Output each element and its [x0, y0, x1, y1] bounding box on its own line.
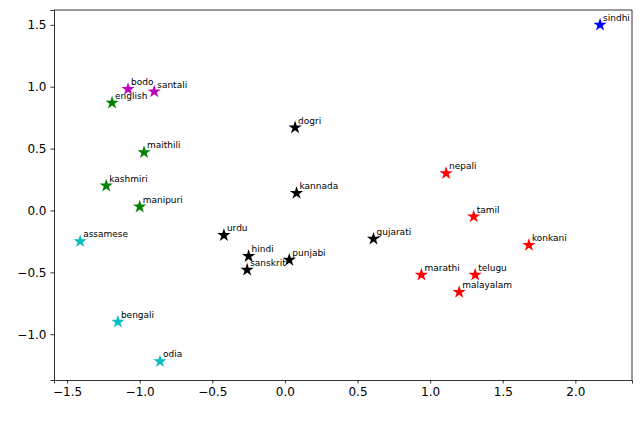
point-labels: bodosantali english maithili kashmiri manipu… — [83, 13, 630, 360]
point-label: english — [115, 91, 147, 101]
tick-label: 1.0 — [27, 80, 46, 94]
tick: 0.0 — [27, 204, 54, 218]
point-label: malayalam — [462, 280, 512, 290]
tick: −0.5 — [17, 266, 54, 280]
tick-label: −1.0 — [17, 328, 46, 342]
tick-label: −1.5 — [53, 385, 82, 399]
frame-right — [632, 10, 633, 380]
tick-label: 1.5 — [494, 385, 513, 399]
tick: 0.5 — [27, 142, 54, 156]
axis-line — [55, 381, 633, 384]
point-label: dogri — [298, 116, 321, 126]
tick: 1.0 — [27, 80, 54, 94]
tick-mark — [51, 87, 55, 88]
point-label: assamese — [83, 229, 128, 239]
tick-mark — [285, 380, 286, 384]
tick-label: 1.5 — [27, 18, 46, 32]
tick: −1.0 — [17, 328, 54, 342]
tick-label: 2.0 — [566, 385, 585, 399]
frame-top — [54, 10, 632, 11]
tick-label: 0.0 — [27, 204, 46, 218]
point-label: konkani — [532, 233, 567, 243]
tick-label: −0.5 — [198, 385, 227, 399]
point-label: maithili — [147, 140, 181, 150]
tick-mark — [51, 149, 55, 150]
point-label: sindhi — [603, 13, 630, 23]
tick-label: 1.0 — [421, 385, 440, 399]
tick-label: 0.5 — [348, 385, 367, 399]
tick-mark — [140, 380, 141, 384]
tick: 1.5 — [27, 18, 54, 32]
tick-label: −0.5 — [17, 266, 46, 280]
chart: −1.5 −1.0 −0.5 0.0 0.5 1.0 1.5 2.0 −1.0 −0.5 0.0 0.… — [0, 0, 640, 436]
tick: −1.0 — [126, 380, 155, 399]
point-label: kashmiri — [109, 174, 147, 184]
axis-line — [51, 11, 55, 381]
point-label: kannada — [300, 181, 339, 191]
point-label: nepali — [449, 161, 476, 171]
point-label: santali — [157, 80, 187, 90]
tick: 0.0 — [276, 380, 295, 399]
tick: 2.0 — [566, 380, 585, 399]
y-axis: −1.0 −0.5 0.0 0.5 1.0 1.5 — [17, 11, 54, 381]
tick: 0.5 — [348, 380, 367, 399]
point-label: sanskrit — [250, 258, 286, 268]
tick-mark — [430, 380, 431, 384]
tick-mark — [358, 380, 359, 384]
point-label: punjabi — [292, 248, 325, 258]
point-label: tamil — [477, 205, 500, 215]
tick: 1.0 — [421, 380, 440, 399]
plot: −1.5 −1.0 −0.5 0.0 0.5 1.0 1.5 2.0 −1.0 −0.5 0.0 0.… — [17, 10, 632, 399]
point-label: gujarati — [376, 227, 411, 237]
points — [73, 18, 606, 367]
tick-mark — [67, 380, 68, 384]
tick: 1.5 — [494, 380, 513, 399]
tick-mark — [51, 210, 55, 211]
point-label: manipuri — [143, 195, 183, 205]
point-label: bengali — [121, 310, 154, 320]
tick-mark — [51, 334, 55, 335]
point-label: marathi — [424, 263, 459, 273]
tick-mark — [575, 380, 576, 384]
tick-label: −1.0 — [126, 385, 155, 399]
tick: −1.5 — [53, 380, 82, 399]
point-label: bodo — [131, 77, 154, 87]
tick-mark — [503, 380, 504, 384]
point-label: urdu — [227, 223, 248, 233]
x-axis: −1.5 −1.0 −0.5 0.0 0.5 1.0 1.5 2.0 — [53, 380, 632, 399]
tick-label: 0.0 — [276, 385, 295, 399]
point-label: hindi — [252, 244, 274, 254]
tick-mark — [212, 380, 213, 384]
tick-mark — [51, 25, 55, 26]
tick-mark — [51, 272, 55, 273]
tick: −0.5 — [198, 380, 227, 399]
tick-label: 0.5 — [27, 142, 46, 156]
point-label: telugu — [478, 263, 507, 273]
point-label: odia — [163, 349, 182, 359]
